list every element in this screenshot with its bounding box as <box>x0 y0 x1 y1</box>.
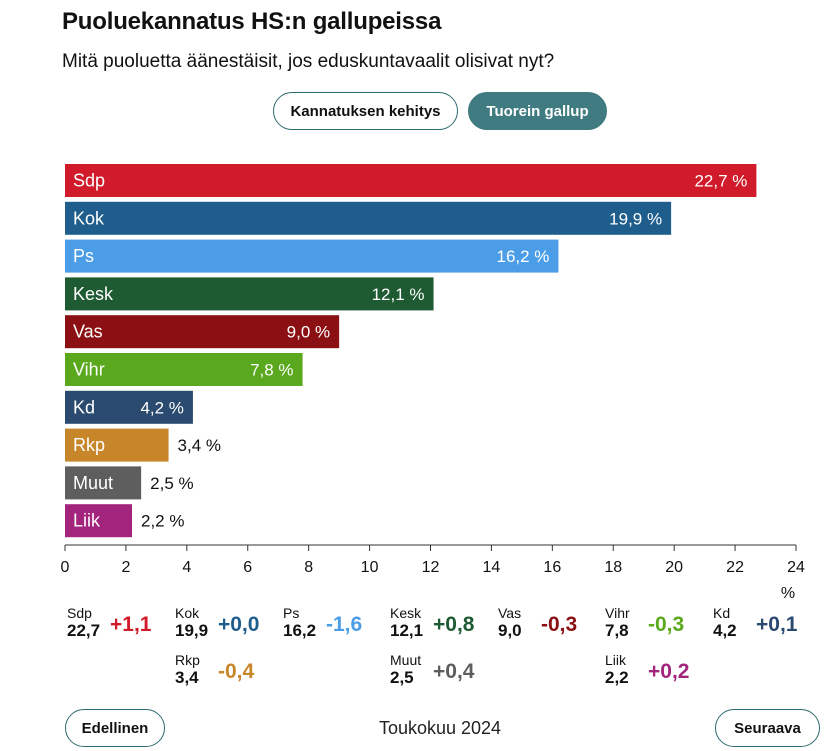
x-tick-label: 8 <box>304 559 313 576</box>
bar-sdp <box>65 164 757 197</box>
x-tick-label: 20 <box>665 559 683 576</box>
x-tick-label: 10 <box>361 559 379 576</box>
change-party-value: 22,7 <box>67 621 101 640</box>
bar-label: Liik <box>73 511 101 531</box>
change-item-vas: Vas 9,0 -0,3 <box>498 605 603 641</box>
bar-label: Vas <box>73 322 103 342</box>
change-party-value: 16,2 <box>283 621 317 640</box>
page-title: Puoluekannatus HS:n gallupeissa <box>62 8 442 35</box>
bar-vihr <box>65 353 303 386</box>
change-delta: +0,4 <box>433 660 475 683</box>
bar-chart: Sdp 22,7 % Kok 19,9 % Ps 16,2 % Kesk 12,1 % Vas 9… <box>61 164 805 600</box>
page-subtitle: Mitä puoluetta äänestäisit, jos eduskunt… <box>62 51 555 72</box>
bar-liik <box>65 504 133 538</box>
bar-label: Kok <box>73 208 105 228</box>
x-tick-label: 18 <box>604 559 622 576</box>
change-party-name: Vas <box>498 605 522 621</box>
change-party-name: Kd <box>713 605 731 621</box>
latest-gallup-toggle-button[interactable]: Tuorein gallup <box>468 92 607 130</box>
history-toggle-button[interactable]: Kannatuksen kehitys <box>273 92 458 130</box>
change-party-value: 2,2 <box>605 668 629 687</box>
bar-kesk <box>65 277 434 311</box>
bar-value-label: 3,4 % <box>178 436 221 455</box>
change-delta: -0,3 <box>541 613 578 636</box>
change-item-ps: Ps 16,2 -1,6 <box>283 605 388 641</box>
bar-value-label: 7,8 % <box>250 361 293 380</box>
x-tick-label: 24 <box>787 559 805 576</box>
change-party-name: Vihr <box>605 605 630 621</box>
bar-value-label: 19,9 % <box>609 209 662 228</box>
bar-label: Muut <box>73 473 113 493</box>
change-party-name: Liik <box>605 652 627 668</box>
bar-label: Rkp <box>73 435 105 455</box>
x-tick-label: 22 <box>726 559 744 576</box>
previous-button[interactable]: Edellinen <box>65 709 165 747</box>
change-party-name: Muut <box>390 652 422 668</box>
bar-value-label: 2,2 % <box>141 512 184 531</box>
change-item-vihr: Vihr 7,8 -0,3 <box>605 605 710 641</box>
bar-ps <box>65 239 559 273</box>
bar-value-label: 4,2 % <box>140 398 183 417</box>
bar-value-label: 16,2 % <box>496 247 549 266</box>
x-axis-label: % <box>781 585 795 600</box>
next-button[interactable]: Seuraava <box>715 709 820 747</box>
bar-kok <box>65 201 672 235</box>
change-item-rkp: Rkp 3,4 -0,4 <box>175 652 280 688</box>
bar-value-label: 12,1 % <box>372 285 425 304</box>
change-delta: -0,3 <box>648 613 685 636</box>
x-tick-label: 4 <box>182 559 191 576</box>
bar-label: Kesk <box>73 284 114 304</box>
change-party-value: 12,1 <box>390 621 424 640</box>
change-delta: +0,8 <box>433 613 475 636</box>
bar-label: Kd <box>73 397 95 417</box>
change-item-sdp: Sdp 22,7 +1,1 <box>67 605 172 641</box>
change-party-value: 3,4 <box>175 668 199 687</box>
change-delta: +0,0 <box>218 613 260 636</box>
x-tick-label: 6 <box>243 559 252 576</box>
change-summary: Sdp 22,7 +1,1 Kok 19,9 +0,0 Ps 16,2 -1,6 Kesk 12,1… <box>0 600 837 700</box>
x-tick-label: 16 <box>543 559 561 576</box>
bar-vas <box>65 315 340 349</box>
change-delta: +1,1 <box>110 613 152 636</box>
x-tick-label: 14 <box>483 559 501 576</box>
change-item-muut: Muut 2,5 +0,4 <box>390 652 495 688</box>
change-party-name: Kok <box>175 605 200 621</box>
period-label: Toukokuu 2024 <box>378 718 502 738</box>
change-party-value: 19,9 <box>175 621 209 640</box>
change-item-kok: Kok 19,9 +0,0 <box>175 605 280 641</box>
change-party-name: Kesk <box>390 605 422 621</box>
bar-value-label: 22,7 % <box>694 172 747 191</box>
change-item-liik: Liik 2,2 +0,2 <box>605 652 710 688</box>
change-party-name: Rkp <box>175 652 200 668</box>
x-tick-label: 2 <box>121 559 130 576</box>
bar-value-label: 9,0 % <box>287 323 330 342</box>
bar-kd <box>65 390 193 424</box>
change-delta: -0,4 <box>218 660 255 683</box>
change-item-kesk: Kesk 12,1 +0,8 <box>390 605 495 641</box>
x-tick-label: 12 <box>422 559 440 576</box>
change-delta: +0,1 <box>756 613 798 636</box>
change-delta: +0,2 <box>648 660 690 683</box>
change-item-kd: Kd 4,2 +0,1 <box>713 605 818 641</box>
bar-label: Sdp <box>73 171 105 191</box>
change-party-value: 7,8 <box>605 621 629 640</box>
change-party-value: 4,2 <box>713 621 737 640</box>
change-delta: -1,6 <box>326 613 363 636</box>
bar-value-label: 2,5 % <box>150 474 193 493</box>
change-party-name: Sdp <box>67 605 92 621</box>
bar-label: Ps <box>73 246 94 266</box>
bar-label: Vihr <box>73 360 105 380</box>
bar-rkp <box>65 428 169 462</box>
change-party-value: 2,5 <box>390 668 414 687</box>
x-tick-label: 0 <box>61 559 70 576</box>
change-party-name: Ps <box>283 605 300 621</box>
bar-muut <box>65 466 142 500</box>
change-party-value: 9,0 <box>498 621 522 640</box>
